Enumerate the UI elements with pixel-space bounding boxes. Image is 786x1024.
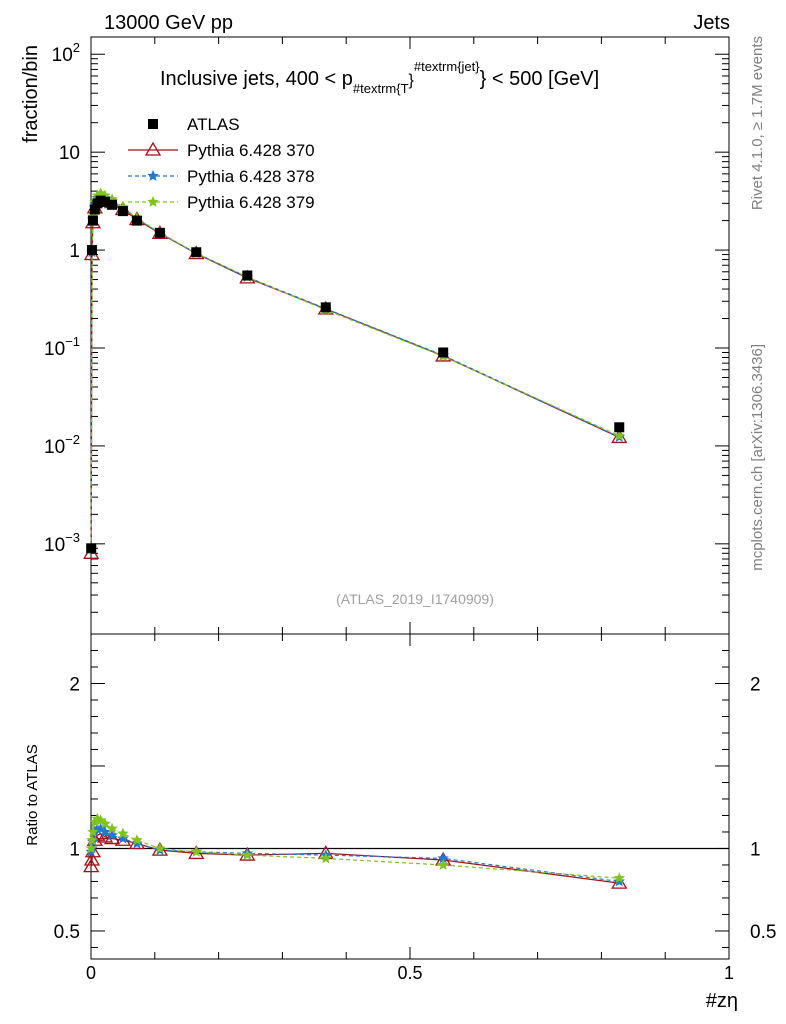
legend-entry: Pythia 6.428 370 <box>128 141 315 160</box>
header-left-label: 13000 GeV pp <box>104 12 233 34</box>
chart-title-sup: #textrm{jet} <box>414 59 480 74</box>
ratio-point <box>611 874 628 889</box>
data-point <box>86 245 97 256</box>
ratio-y-tick-label: 1 <box>69 839 80 860</box>
chart-title: Inclusive jets, 400 < p#textrm{T}#textrm… <box>160 59 599 96</box>
ratio-point <box>117 827 129 839</box>
data-point <box>438 347 449 358</box>
ratio-plot-frame <box>90 633 730 960</box>
ratio-point <box>103 830 121 845</box>
ratio-y-tick-label-right: 1 <box>750 839 761 860</box>
legend: ATLAS Pythia 6.428 370 Pythia 6.428 378 Pyt… <box>128 115 315 212</box>
ratio-point <box>91 812 104 824</box>
ratio-point <box>83 851 101 866</box>
chart-title-sub: #textrm{T <box>353 81 409 96</box>
series-line-ratio <box>90 828 620 883</box>
data-point <box>107 199 118 210</box>
data-point <box>613 429 625 441</box>
data-point <box>87 215 98 226</box>
series-1 <box>83 189 628 889</box>
legend-entry: Pythia 6.428 379 <box>128 193 315 212</box>
y-tick-label: 1 <box>69 241 80 262</box>
y-axis-label-main: fraction/bin <box>20 45 42 143</box>
data-point <box>154 227 165 238</box>
ratio-point <box>437 859 449 870</box>
x-tick-label: 0.5 <box>397 963 422 983</box>
legend-label: Pythia 6.428 379 <box>187 193 315 212</box>
x-tick-label: 1 <box>724 963 734 983</box>
data-point <box>91 189 104 201</box>
series-line-ratio <box>90 818 620 879</box>
x-tick-label: 0 <box>86 963 96 983</box>
ratio-point <box>154 842 166 854</box>
data-point <box>242 270 253 281</box>
ratio-point <box>86 834 98 846</box>
series-line-main <box>90 196 620 554</box>
series-2 <box>85 189 625 887</box>
ratio-y-tick-label-right: 0.5 <box>750 922 776 943</box>
data-point <box>320 302 331 313</box>
data-point <box>86 543 97 554</box>
legend-marker <box>144 141 162 156</box>
y-tick-label: 10−1 <box>44 334 80 360</box>
y-tick-label: 10−2 <box>44 432 80 458</box>
ratio-point <box>131 834 143 846</box>
legend-label: ATLAS <box>187 115 240 134</box>
y-axis-label-ratio: Ratio to ATLAS <box>24 744 41 845</box>
legend-label: Pythia 6.428 370 <box>187 141 315 160</box>
series-3 <box>85 187 625 883</box>
watermark-label: (ATLAS_2019_I1740909) <box>336 591 494 607</box>
ratio-y-tick-label: 2 <box>69 674 80 695</box>
data-point <box>89 204 100 215</box>
ratio-point <box>106 822 118 834</box>
chart-title-brace: } <box>409 72 415 89</box>
legend-marker <box>147 196 159 207</box>
y-tick-label: 10 <box>59 143 80 164</box>
mcplots-side-label: mcplots.cern.ch [arXiv:1306.3436] <box>749 344 766 571</box>
chart-title-pre: Inclusive jets, 400 < p <box>160 68 353 90</box>
ratio-y-tick-label-right: 2 <box>750 674 761 695</box>
series-line-main <box>90 194 620 549</box>
header-right-label: Jets <box>693 12 730 34</box>
ratio-point <box>87 826 99 837</box>
series-line-main <box>90 192 620 549</box>
ratio-point <box>320 852 332 864</box>
ratio-point <box>99 817 111 829</box>
data-point <box>614 422 625 433</box>
ratio-point <box>117 832 129 844</box>
ratio-point <box>94 814 107 826</box>
ratio-point <box>85 842 97 854</box>
series-0 <box>86 195 625 554</box>
ratio-point <box>437 852 449 864</box>
data-point <box>100 196 111 207</box>
ratio-point <box>96 828 114 843</box>
ratio-point <box>613 872 625 883</box>
ratio-point <box>241 849 253 860</box>
ratio-point <box>190 845 202 857</box>
y-tick-label: 102 <box>52 40 80 66</box>
legend-entry: Pythia 6.428 378 <box>128 167 315 186</box>
legend-entry: ATLAS <box>148 115 240 134</box>
y-tick-label: 10−3 <box>44 530 80 556</box>
axis-ticks: 0 0.5 1 10−3 10−2 10−1 1 10 102 0.5 0.5 1 1 2 2 <box>44 37 776 983</box>
ratio-point <box>114 831 132 846</box>
series-line-ratio <box>90 832 620 884</box>
data-point <box>191 247 202 258</box>
legend-marker <box>147 170 159 181</box>
data-point <box>94 187 107 199</box>
data-point <box>117 206 128 217</box>
legend-marker <box>148 119 158 129</box>
data-point <box>131 215 142 226</box>
series-layer <box>83 187 628 889</box>
legend-label: Pythia 6.428 378 <box>187 167 315 186</box>
rivet-side-label: Rivet 4.1.0, ≥ 1.7M events <box>749 36 766 210</box>
ratio-point <box>106 829 118 841</box>
chart-title-post: } < 500 [GeV] <box>480 68 600 90</box>
ratio-y-tick-label: 0.5 <box>54 922 80 943</box>
x-axis-label: #zη <box>706 990 738 1012</box>
ratio-point <box>131 837 143 849</box>
